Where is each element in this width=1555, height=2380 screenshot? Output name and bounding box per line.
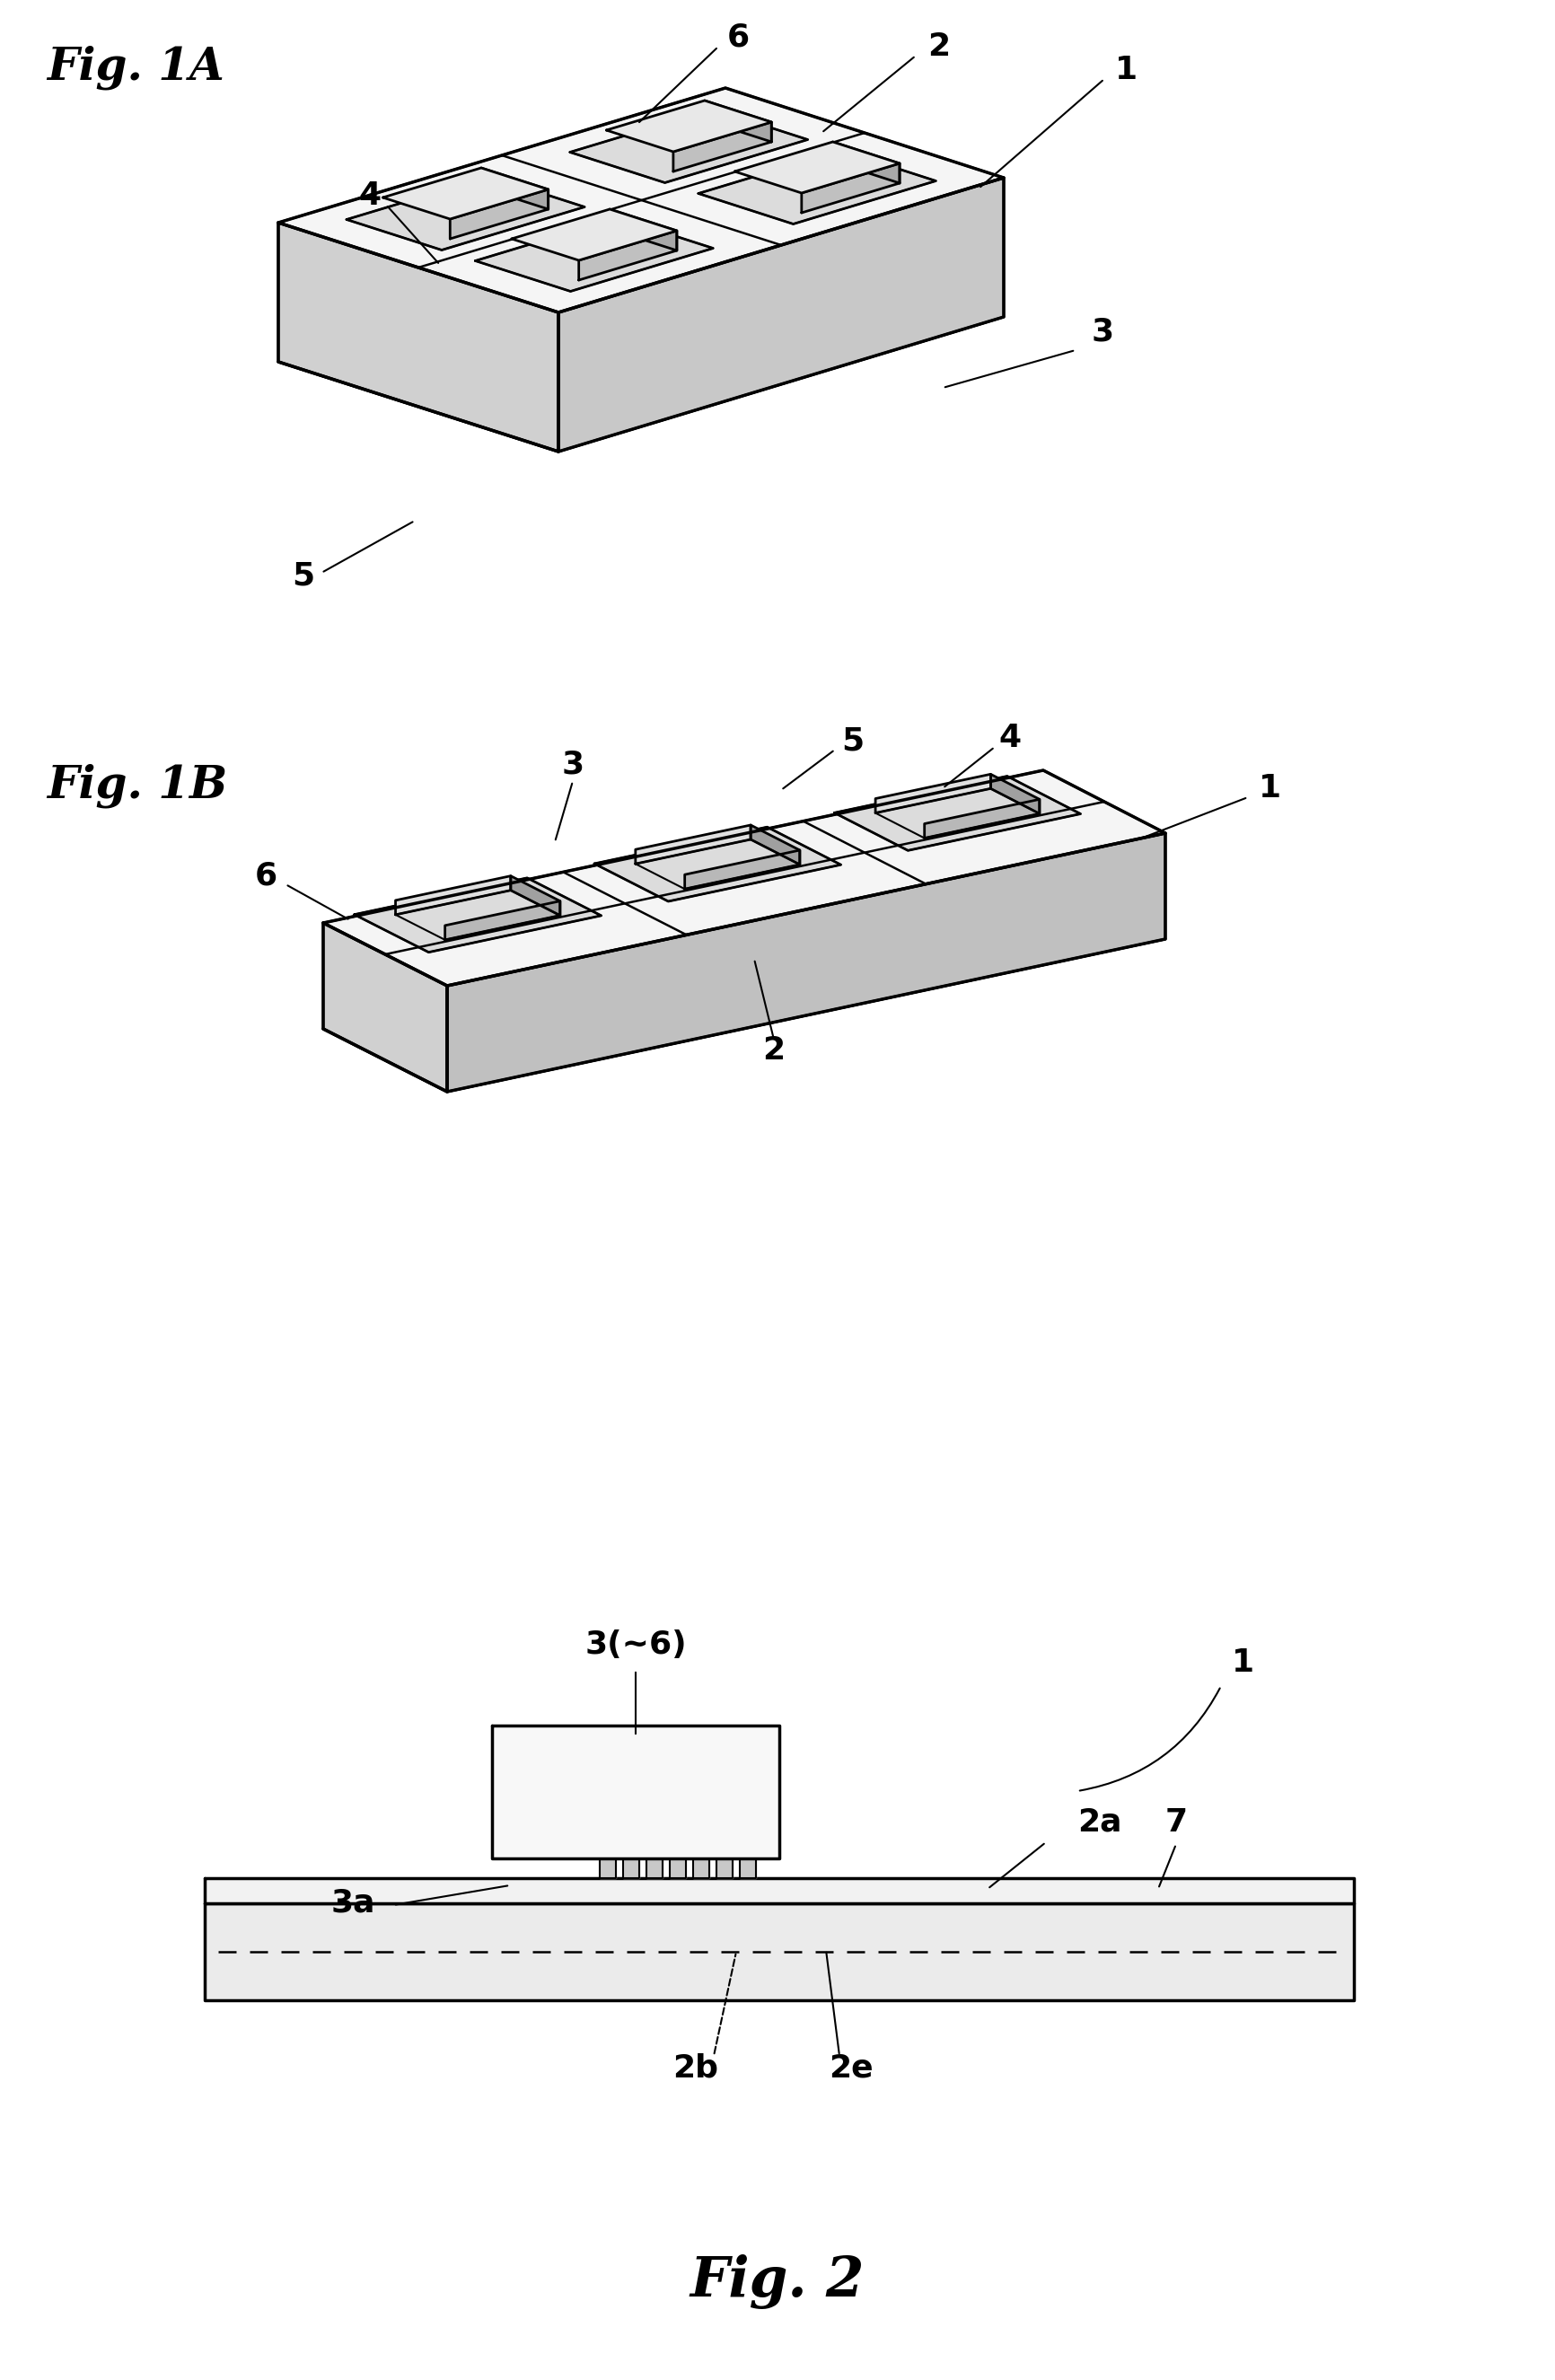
Polygon shape [323,923,448,1092]
Polygon shape [323,876,1165,1092]
Text: 6: 6 [255,859,277,890]
Text: 5: 5 [292,562,314,593]
Polygon shape [991,774,1040,814]
Polygon shape [445,902,560,940]
Polygon shape [734,143,900,193]
Polygon shape [205,1904,1354,1999]
Polygon shape [205,1878,1354,1904]
Polygon shape [673,121,771,171]
Text: 2e: 2e [829,2052,874,2082]
Text: 7: 7 [1165,1806,1188,1837]
Text: 3a: 3a [331,1887,375,1918]
Polygon shape [558,178,1003,452]
Text: 5: 5 [841,726,865,757]
Polygon shape [684,850,799,890]
Polygon shape [278,224,558,452]
Polygon shape [717,1859,732,1878]
Polygon shape [278,226,1003,452]
Polygon shape [512,209,676,259]
Polygon shape [704,100,771,143]
Text: 1: 1 [1260,774,1281,804]
Text: 1: 1 [1232,1647,1255,1678]
Polygon shape [636,826,751,864]
Text: 3: 3 [561,750,585,781]
Polygon shape [347,176,585,250]
Text: 2: 2 [762,1035,785,1066]
Text: Fig. 1B: Fig. 1B [47,764,227,807]
Polygon shape [571,109,807,183]
Text: 3: 3 [1092,317,1113,347]
Text: 2b: 2b [673,2052,718,2082]
Polygon shape [751,826,799,864]
Text: 3(~6): 3(~6) [585,1630,687,1659]
Polygon shape [448,833,1165,1092]
Polygon shape [480,169,549,209]
Polygon shape [600,1859,616,1878]
Polygon shape [740,1859,756,1878]
Polygon shape [578,231,676,281]
Polygon shape [449,190,549,238]
Text: 2: 2 [928,31,950,62]
Text: 6: 6 [726,21,750,52]
Polygon shape [875,774,991,814]
Polygon shape [355,878,602,952]
Polygon shape [395,876,510,914]
Text: Fig. 1A: Fig. 1A [47,45,224,90]
Polygon shape [476,217,714,290]
Polygon shape [647,1859,662,1878]
Text: 4: 4 [998,724,1022,752]
Polygon shape [835,776,1081,850]
Polygon shape [694,1859,709,1878]
Polygon shape [698,150,936,224]
Text: 1: 1 [1115,55,1138,86]
Polygon shape [833,143,900,183]
Text: 4: 4 [359,181,381,212]
Polygon shape [510,876,560,916]
Polygon shape [606,100,771,152]
Polygon shape [383,169,549,219]
Polygon shape [594,826,841,902]
Polygon shape [801,164,900,212]
Polygon shape [491,1725,779,1859]
Text: 2a: 2a [1078,1806,1121,1837]
Polygon shape [323,771,1165,985]
Polygon shape [610,209,676,250]
Text: Fig. 2: Fig. 2 [690,2254,865,2309]
Polygon shape [278,88,1003,312]
Polygon shape [670,1859,686,1878]
Polygon shape [925,800,1040,838]
Polygon shape [624,1859,639,1878]
